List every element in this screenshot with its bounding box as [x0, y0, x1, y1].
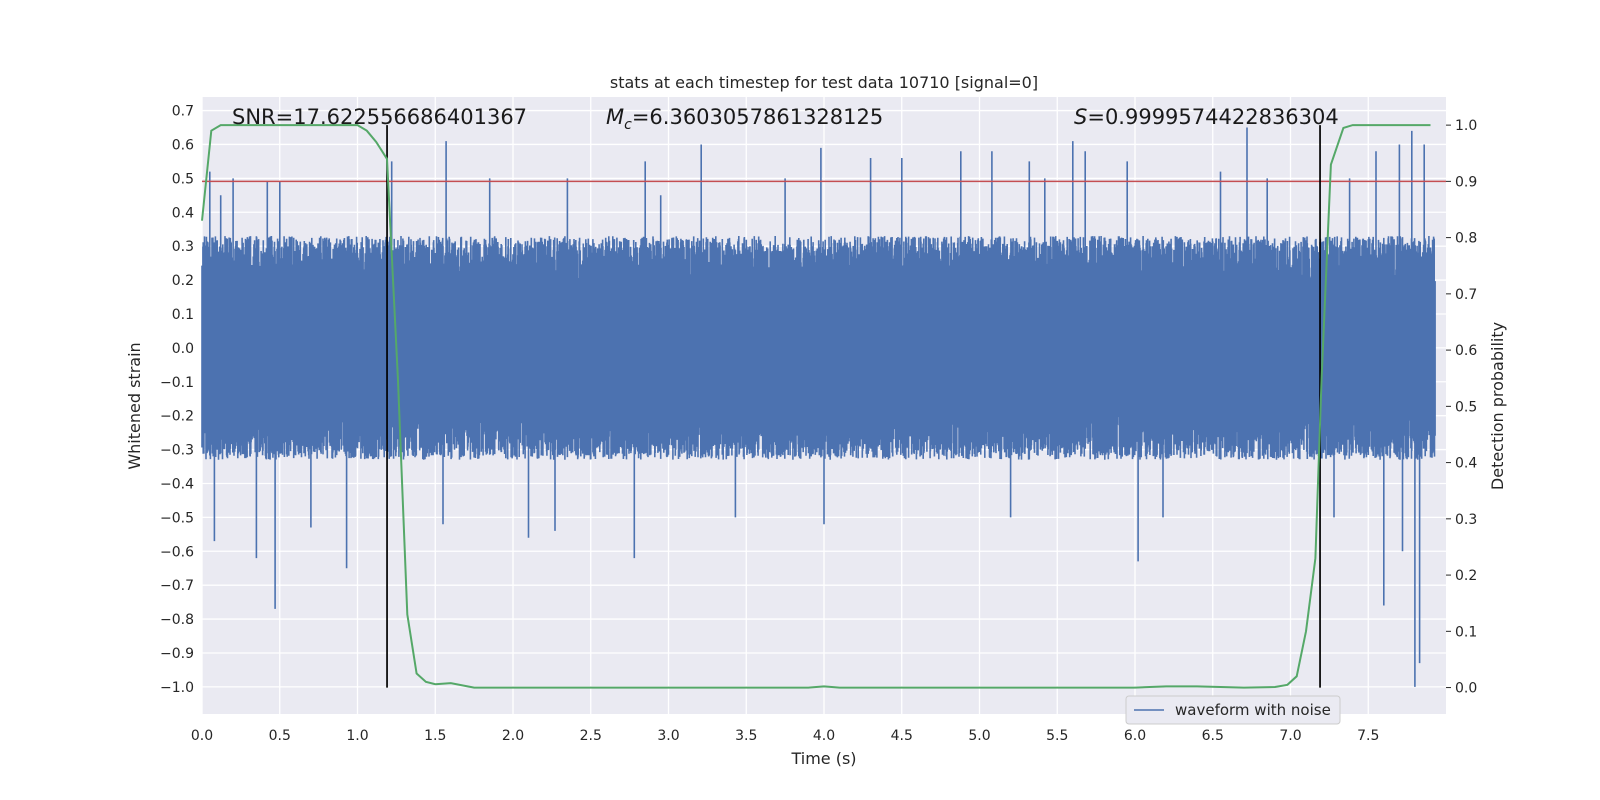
y-right-tick-label: 0.5 — [1455, 399, 1477, 415]
x-tick-label: 2.5 — [580, 728, 602, 744]
x-tick-label: 0.5 — [269, 728, 291, 744]
chirp-mass-annotation: Mc=6.3603057861328125 — [606, 105, 883, 133]
x-tick-label: 6.5 — [1202, 728, 1224, 744]
chirp-mass-value: =6.3603057861328125 — [632, 105, 883, 129]
y-left-tick-label: −0.4 — [160, 476, 194, 492]
x-tick-label: 7.5 — [1357, 728, 1379, 744]
probability-line — [201, 124, 1431, 689]
y-left-tick-label: 0.6 — [172, 137, 194, 153]
y-right-tick-label: 0.7 — [1455, 287, 1477, 303]
x-tick-label: 4.5 — [891, 728, 913, 744]
y-left-tick-label: −0.6 — [160, 544, 194, 560]
y-right-tick-label: 0.8 — [1455, 231, 1477, 247]
y-right-tick-label: 0.6 — [1455, 343, 1477, 359]
x-tick-label: 6.0 — [1124, 728, 1146, 744]
x-tick-label: 7.0 — [1279, 728, 1301, 744]
waveform-series — [201, 127, 1436, 687]
snr-annotation: SNR=17.622556686401367 — [232, 105, 527, 129]
legend-box — [1125, 695, 1341, 725]
x-axis-label: Time (s) — [790, 749, 856, 768]
x-tick-label: 5.5 — [1046, 728, 1068, 744]
y-left-tick-label: 0.0 — [172, 341, 194, 357]
tick-labels: 0.0 0.5 1.0 1.5 2.0 2.5 3.0 3.5 4.0 4.5 5.0 5.5 6.0 6… — [160, 104, 1477, 744]
x-tick-label: 5.0 — [968, 728, 990, 744]
chirp-mass-symbol: M — [606, 105, 624, 129]
y-left-tick-label: −0.5 — [160, 510, 194, 526]
y-left-tick-label: 0.5 — [172, 171, 194, 187]
significance-annotation: S=0.9999574422836304 — [1074, 105, 1339, 129]
y-left-tick-label: 0.1 — [172, 307, 194, 323]
x-tick-label: 1.5 — [424, 728, 446, 744]
y-right-tick-label: 0.2 — [1455, 568, 1477, 584]
y-left-tick-label: 0.3 — [172, 239, 194, 255]
chart-title: stats at each timestep for test data 107… — [610, 73, 1038, 92]
x-tick-label: 0.0 — [191, 728, 213, 744]
legend: waveform with noise — [1125, 695, 1341, 725]
y-right-tick-label: 0.1 — [1455, 624, 1477, 640]
x-tick-label: 2.0 — [502, 728, 524, 744]
y-axis-right-label: Detection probability — [1488, 322, 1507, 490]
y-left-tick-label: −0.1 — [160, 375, 194, 391]
x-tick-label: 3.0 — [657, 728, 679, 744]
y-right-tick-label: 0.3 — [1455, 512, 1477, 528]
significance-symbol: S — [1074, 105, 1087, 129]
y-left-tick-label: −0.3 — [160, 443, 194, 459]
y-right-tick-label: 0.4 — [1455, 456, 1477, 472]
legend-label: waveform with noise — [1175, 701, 1331, 719]
y-left-tick-label: 0.7 — [172, 104, 194, 120]
significance-value: =0.9999574422836304 — [1087, 105, 1338, 129]
y-axis-left-label: Whitened strain — [125, 342, 144, 469]
probability-series — [201, 124, 1431, 689]
x-tick-label: 3.5 — [735, 728, 757, 744]
y-left-tick-label: −0.7 — [160, 578, 194, 594]
y-right-tick-label: 0.9 — [1455, 174, 1477, 190]
y-left-tick-label: 0.2 — [172, 273, 194, 289]
y-left-tick-label: 0.4 — [172, 205, 194, 221]
y-left-tick-label: −0.8 — [160, 612, 194, 628]
x-tick-label: 4.0 — [813, 728, 835, 744]
chirp-mass-subscript: c — [624, 117, 632, 133]
x-tick-label: 1.0 — [346, 728, 368, 744]
y-left-tick-label: −0.9 — [160, 646, 194, 662]
waveform-line — [201, 127, 1436, 687]
y-right-tick-label: 1.0 — [1455, 118, 1477, 134]
y-right-tick-label: 0.0 — [1455, 681, 1477, 697]
y-left-tick-label: −0.2 — [160, 409, 194, 425]
y-left-tick-label: −1.0 — [160, 680, 194, 696]
